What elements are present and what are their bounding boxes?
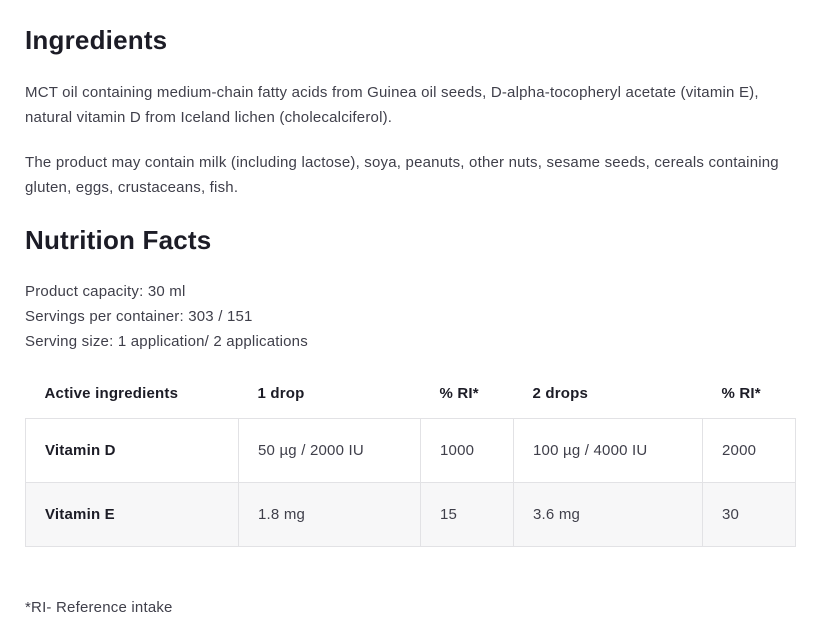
header-ri-two-drops: % RI*: [721, 385, 761, 403]
nutrition-facts-heading: Nutrition Facts: [25, 225, 212, 255]
nutrition-table-header: Active ingredients 1 drop % RI* 2 drops …: [26, 370, 796, 418]
header-active-ingredients: Active ingredients: [44, 385, 179, 403]
serving-info: Product capacity: 30 ml Servings per con…: [25, 279, 795, 354]
ingredients-heading: Ingredients: [25, 25, 168, 55]
table-row-vitamin-d: Vitamin D 50 µg / 2000 IU 1000 100 µg / …: [25, 417, 796, 483]
reference-intake-footnote: *RI- Reference intake: [25, 598, 173, 616]
vitamin-d-two-drops-ri: 2000: [702, 417, 796, 483]
nutrition-table: Active ingredients 1 drop % RI* 2 drops …: [25, 370, 796, 547]
nutrition-facts-section: Nutrition Facts Product capacity: 30 ml …: [25, 224, 796, 620]
vitamin-d-label: Vitamin D: [25, 417, 239, 483]
header-two-drops: 2 drops: [532, 385, 589, 403]
table-header-row: Active ingredients 1 drop % RI* 2 drops …: [26, 370, 796, 418]
table-row-vitamin-e: Vitamin E 1.8 mg 15 3.6 mg 30: [25, 481, 796, 547]
product-capacity-text: Product capacity: 30 ml: [25, 283, 186, 300]
vitamin-e-one-drop-amount: 1.8 mg: [238, 481, 421, 547]
header-one-drop: 1 drop: [257, 385, 305, 403]
header-ri-one-drop: % RI*: [439, 385, 479, 403]
ingredients-section: Ingredients MCT oil containing medium-ch…: [25, 24, 795, 200]
nutrition-table-body: Vitamin D 50 µg / 2000 IU 1000 100 µg / …: [25, 417, 796, 547]
vitamin-e-label: Vitamin E: [25, 481, 239, 547]
vitamin-d-one-drop-ri: 1000: [420, 417, 514, 483]
serving-size-text: Serving size: 1 application/ 2 applicati…: [25, 333, 308, 350]
ingredients-paragraph: MCT oil containing medium-chain fatty ac…: [25, 84, 759, 126]
vitamin-e-one-drop-ri: 15: [420, 481, 514, 547]
vitamin-e-two-drops-ri: 30: [702, 481, 796, 547]
vitamin-e-two-drops-amount: 3.6 mg: [513, 481, 703, 547]
allergen-paragraph: The product may contain milk (including …: [25, 154, 779, 196]
vitamin-d-two-drops-amount: 100 µg / 4000 IU: [513, 417, 703, 483]
vitamin-d-one-drop-amount: 50 µg / 2000 IU: [238, 417, 421, 483]
servings-per-container-text: Servings per container: 303 / 151: [25, 308, 253, 325]
